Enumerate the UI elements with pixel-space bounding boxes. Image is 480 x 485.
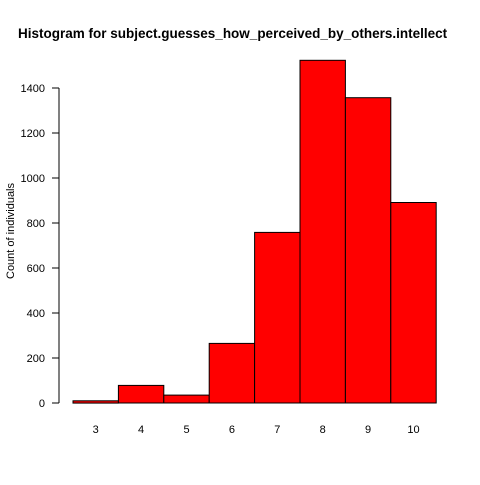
histogram-bar-8: [299, 59, 346, 404]
y-tick-label-800: 800: [27, 218, 45, 230]
chart-title: Histogram for subject.guesses_how_percei…: [18, 26, 448, 41]
x-tick-label-3: 3: [93, 424, 99, 436]
x-tick-label-5: 5: [183, 424, 189, 436]
x-axis-labels: 3 4 5 6 7 8 9 10: [93, 424, 420, 436]
y-tick-label-600: 600: [27, 263, 45, 275]
y-tick-label-1000: 1000: [21, 173, 45, 185]
y-tick-label-400: 400: [27, 308, 45, 320]
histogram-bar-7: [254, 231, 301, 404]
histogram-bar-3: [72, 400, 119, 404]
y-axis-label: Count of individuals: [5, 183, 17, 280]
y-tick-label-1400: 1400: [21, 83, 45, 95]
x-tick-label-7: 7: [274, 424, 280, 436]
histogram-bar-4: [117, 384, 165, 404]
x-tick-label-6: 6: [229, 424, 235, 436]
y-axis: 0 200 400 600 800 1000 1200 1400: [21, 83, 60, 410]
x-tick-label-8: 8: [320, 424, 326, 436]
histogram-bar-10: [390, 202, 437, 404]
bars: [72, 59, 437, 404]
histogram-bar-5: [163, 394, 210, 404]
y-tick-label-200: 200: [27, 353, 45, 365]
y-tick-label-1200: 1200: [21, 128, 45, 140]
histogram-bar-6: [208, 342, 256, 404]
y-tick-label-0: 0: [39, 398, 45, 410]
x-tick-label-10: 10: [407, 424, 419, 436]
x-tick-label-9: 9: [365, 424, 371, 436]
histogram-bar-9: [344, 97, 392, 404]
x-tick-label-4: 4: [138, 424, 144, 436]
